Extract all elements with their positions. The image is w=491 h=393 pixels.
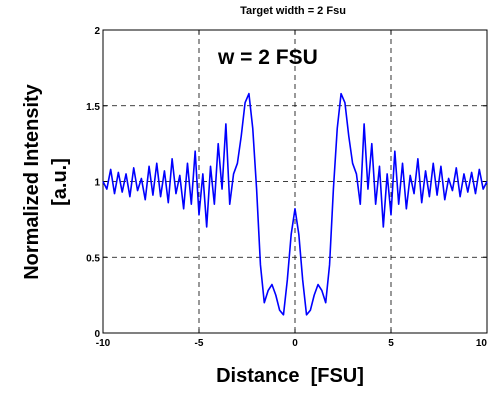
chart-title: Target width = 2 Fsu bbox=[240, 5, 346, 17]
y-tick-label: 1 bbox=[94, 178, 100, 189]
x-tick-labels: -10 -5 0 5 10 bbox=[96, 338, 488, 349]
tick-marks bbox=[102, 29, 488, 334]
y-tick-labels: 0 0.5 1 1.5 2 bbox=[86, 26, 100, 340]
y-axis-label-line2: [a.u.] bbox=[49, 158, 71, 206]
x-axis-label: Distance [FSU] bbox=[216, 365, 364, 387]
y-tick-label: 0.5 bbox=[86, 253, 100, 264]
x-tick-label: 5 bbox=[388, 338, 394, 349]
y-tick-label: 0 bbox=[94, 329, 100, 340]
x-tick-label: -5 bbox=[195, 338, 204, 349]
y-axis-label-line1: Normalized Intensity bbox=[21, 83, 43, 279]
x-tick-label: 0 bbox=[292, 338, 298, 349]
x-tick-label: 10 bbox=[476, 338, 488, 349]
y-tick-label: 2 bbox=[94, 26, 100, 37]
x-tick-label: -10 bbox=[96, 338, 111, 349]
width-annotation: w = 2 FSU bbox=[217, 46, 318, 69]
intensity-line bbox=[102, 92, 488, 316]
y-tick-label: 1.5 bbox=[86, 102, 100, 113]
grid-lines bbox=[103, 30, 487, 333]
